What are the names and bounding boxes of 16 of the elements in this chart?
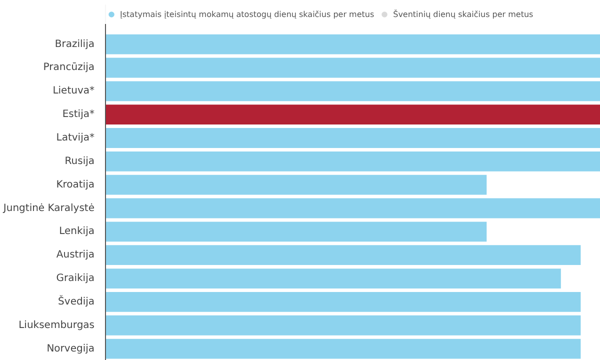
legend-label: Šventinių dienų skaičius per metus	[393, 10, 534, 18]
y-tick-label: Jungtinė Karalystė	[2, 202, 95, 214]
y-tick-label: Rusija	[64, 156, 95, 167]
y-tick-label: Kroatija	[56, 179, 95, 190]
legend-label: Įstatymais įteisintų mokamų atostogų dienų skaičius per metus	[120, 10, 374, 18]
y-tick-label: Estija*	[62, 109, 95, 120]
y-tick-label: Brazilija	[54, 38, 95, 50]
y-tick-label: Prancūzija	[43, 62, 94, 74]
y-tick-label: Liuksemburgas	[18, 320, 94, 331]
y-tick-label: Graikija	[56, 273, 95, 284]
y-tick-label: Lenkija	[59, 226, 95, 238]
y-tick-label: Austrija	[56, 250, 95, 261]
y-tick-label: Norvegija	[46, 343, 94, 354]
y-tick-label: Švedija	[58, 294, 95, 308]
y-tick-label: Lietuva*	[52, 86, 95, 97]
y-tick-label: Latvija*	[56, 132, 95, 144]
